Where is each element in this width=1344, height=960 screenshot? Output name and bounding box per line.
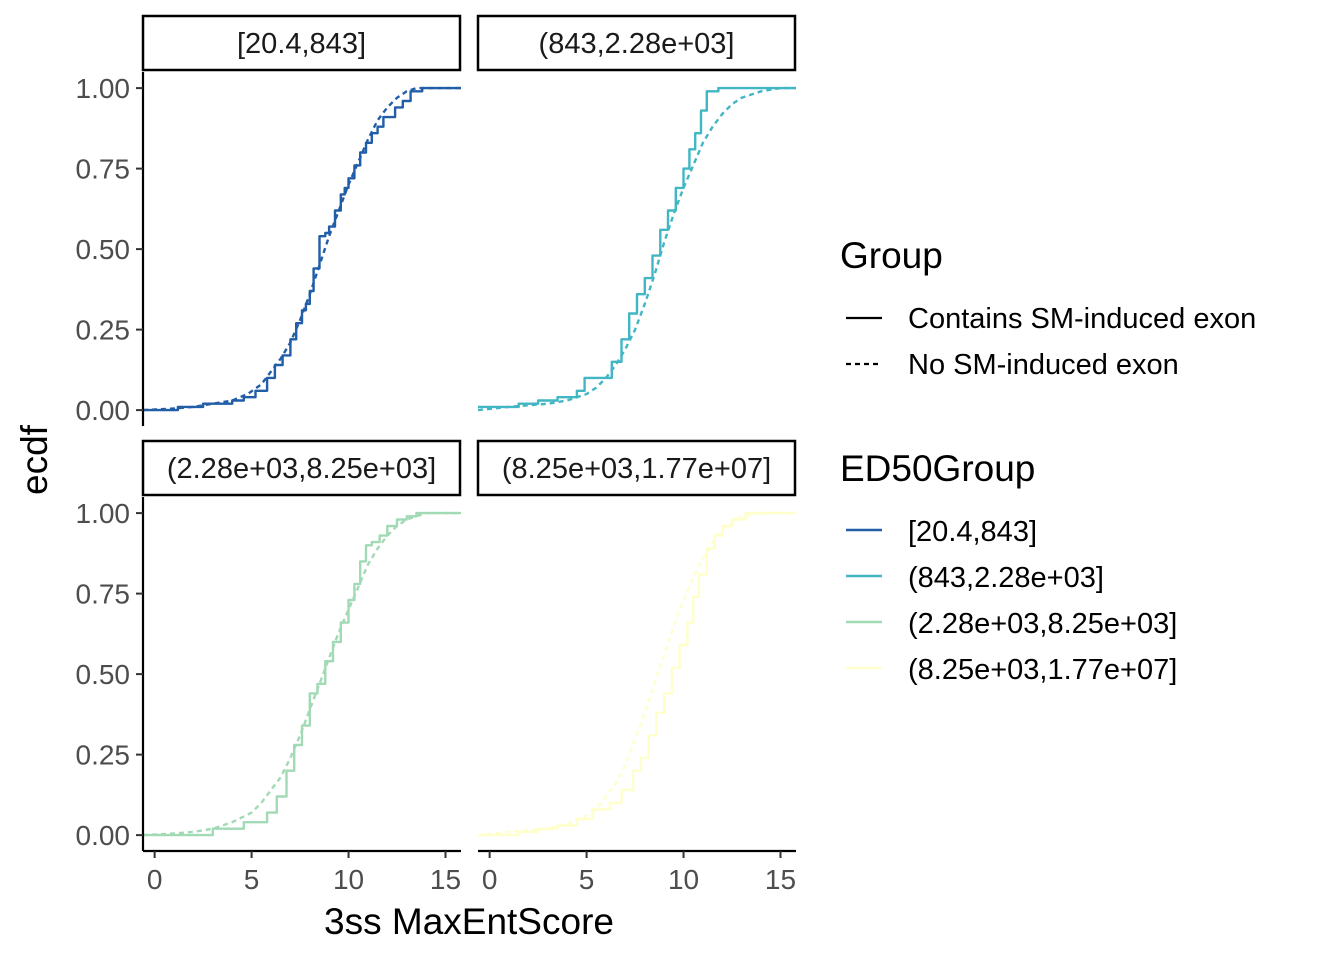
x-axis-title: 3ss MaxEntScore xyxy=(324,901,614,942)
legend-group: Group Contains SM-induced exon No SM-ind… xyxy=(840,235,1256,381)
facet-strip-label: (8.25e+03,1.77e+07] xyxy=(502,453,771,485)
ecdf-line-contains-sm xyxy=(478,511,796,837)
legend-label: (843,2.28e+03] xyxy=(908,562,1104,594)
ecdf-line-contains-sm xyxy=(143,511,461,837)
y-tick-label: 0.25 xyxy=(76,315,131,346)
ecdf-line-contains-sm xyxy=(143,86,461,412)
panel-plot-area xyxy=(477,86,796,412)
y-tick-label: 0.25 xyxy=(76,740,131,771)
facet-strip-box xyxy=(476,439,797,497)
y-tick-label: 0.00 xyxy=(76,395,131,426)
legend-label: (2.28e+03,8.25e+03] xyxy=(908,608,1177,640)
y-axis-title: ecdf xyxy=(14,424,55,495)
facet-strip-box xyxy=(141,439,462,497)
y-tick-label: 1.00 xyxy=(76,73,131,104)
panel-plot-area xyxy=(142,511,461,837)
ecdf-line-no-sm xyxy=(477,511,796,837)
x-tick-label: 5 xyxy=(579,864,595,895)
y-tick-label: 1.00 xyxy=(76,498,131,529)
facet-strip-box xyxy=(141,14,462,72)
y-tick-label: 0.75 xyxy=(76,154,131,185)
legend-label: No SM-induced exon xyxy=(908,349,1179,381)
x-tick-label: 15 xyxy=(430,864,461,895)
y-axis-ticks: 0.00 0.25 0.50 0.75 1.00 xyxy=(76,73,143,426)
ecdf-line-no-sm xyxy=(142,511,461,837)
x-axis-ticks: 0 5 10 15 xyxy=(147,851,461,895)
facet-panel-4: (8.25e+03,1.77e+07] 0 5 10 15 xyxy=(476,439,797,895)
y-tick-label: 0.50 xyxy=(76,659,131,690)
legend-title: Group xyxy=(840,235,943,276)
facet-strip-box xyxy=(476,14,797,72)
panel-plot-area xyxy=(477,511,796,837)
panel-plot-area xyxy=(142,86,461,412)
y-axis-ticks: 0.00 0.25 0.50 0.75 1.00 xyxy=(76,498,143,851)
facet-panel-1: [20.4,843] 0.00 0.25 0.50 0.75 1.00 xyxy=(76,14,462,426)
facet-strip-label: [20.4,843] xyxy=(237,28,366,60)
x-tick-label: 5 xyxy=(244,864,260,895)
ecdf-line-no-sm xyxy=(142,86,461,412)
y-tick-label: 0.00 xyxy=(76,820,131,851)
ecdf-line-contains-sm xyxy=(478,86,796,409)
x-tick-label: 10 xyxy=(668,864,699,895)
facet-panel-3: (2.28e+03,8.25e+03] 0.00 0.25 0.50 0.75 1.00… xyxy=(76,439,462,895)
facet-strip-label: (843,2.28e+03] xyxy=(539,28,735,60)
x-axis-ticks: 0 5 10 15 xyxy=(482,851,796,895)
x-tick-label: 15 xyxy=(765,864,796,895)
legend-label: (8.25e+03,1.77e+07] xyxy=(908,654,1177,686)
y-tick-label: 0.50 xyxy=(76,234,131,265)
facet-panel-2: (843,2.28e+03] xyxy=(476,14,797,412)
legend-title: ED50Group xyxy=(840,448,1035,489)
x-tick-label: 10 xyxy=(333,864,364,895)
legend-label: [20.4,843] xyxy=(908,516,1037,548)
x-tick-label: 0 xyxy=(147,864,163,895)
x-tick-label: 0 xyxy=(482,864,498,895)
facet-strip-label: (2.28e+03,8.25e+03] xyxy=(167,453,436,485)
legend-ed50group: ED50Group [20.4,843] (843,2.28e+03] (2.2… xyxy=(840,448,1177,686)
y-tick-label: 0.75 xyxy=(76,579,131,610)
ecdf-line-no-sm xyxy=(477,86,796,412)
legend-label: Contains SM-induced exon xyxy=(908,303,1256,335)
